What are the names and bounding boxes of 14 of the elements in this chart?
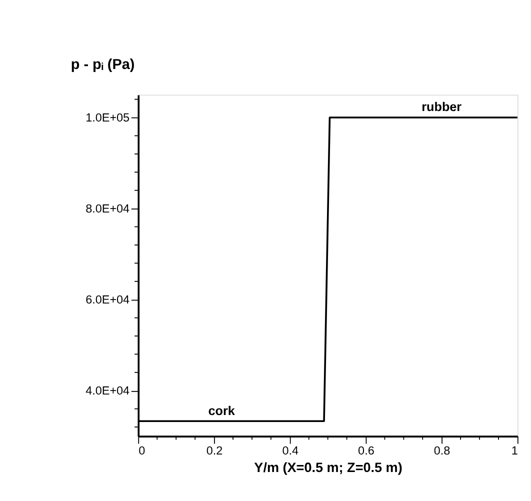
annotation: cork xyxy=(208,404,236,418)
x-axis-title: Y/m (X=0.5 m; Z=0.5 m) xyxy=(254,460,402,475)
x-tick-label: 0.4 xyxy=(282,444,299,458)
y-tick-label: 8.0E+04 xyxy=(86,202,130,216)
y-axis-title: p - pᵢ (Pa) xyxy=(70,57,135,74)
x-tick-label: 0 xyxy=(138,444,146,458)
annotation: rubber xyxy=(422,100,462,114)
x-tick-label: 0.8 xyxy=(434,444,451,458)
x-tick-label: 0.6 xyxy=(358,444,374,458)
y-tick-label: 4.0E+04 xyxy=(86,384,130,398)
y-tick-label: 1.0E+05 xyxy=(86,112,130,125)
x-tick-label: 0.2 xyxy=(206,444,223,458)
x-tick-label: 1 xyxy=(511,444,518,458)
y-tick-label: 6.0E+04 xyxy=(86,294,130,307)
